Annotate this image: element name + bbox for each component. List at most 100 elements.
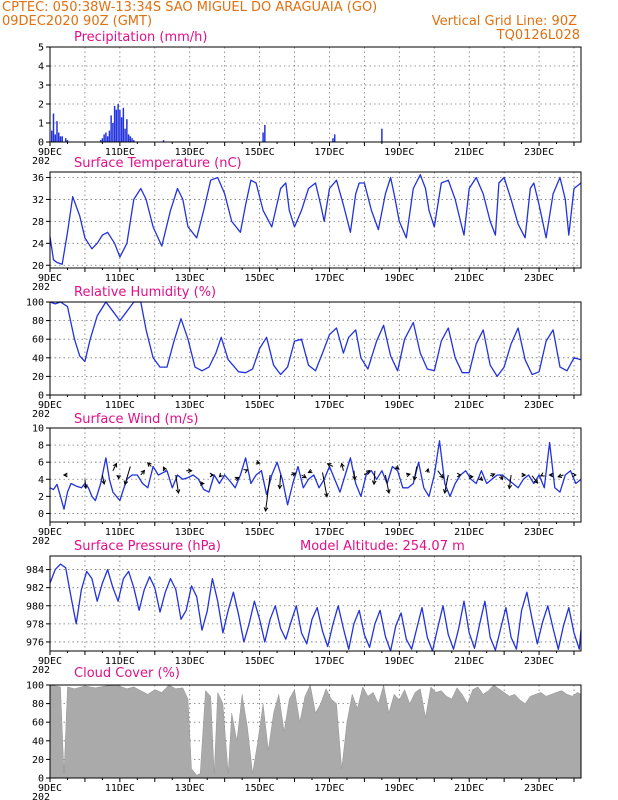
wind-vector xyxy=(341,463,344,471)
precip-bar xyxy=(61,136,63,142)
rh-xtick-label: 23DEC xyxy=(524,400,554,411)
pres-xtick-label: 17DEC xyxy=(314,656,344,667)
wind-vector xyxy=(321,472,328,497)
wind-vector-head xyxy=(302,473,307,479)
rh-xtick-label: 21DEC xyxy=(454,400,484,411)
cloud-xtick-label: 11DEC xyxy=(105,783,135,794)
wind-vector-head xyxy=(557,473,563,479)
temp-xtick-label: 23DEC xyxy=(524,273,554,284)
cloud-panel: Cloud Cover (%) 0 20 40 60 80 100 9DEC 11DEC 13DE… xyxy=(26,666,582,800)
wind-vector-head xyxy=(521,472,527,478)
wind-vector-head xyxy=(352,475,357,481)
precip-bar xyxy=(124,128,126,142)
wind-vector-head xyxy=(442,489,448,495)
wind-vector-head xyxy=(478,476,484,482)
precip-bar xyxy=(129,136,132,142)
wind-vector xyxy=(364,470,371,476)
precip-bar xyxy=(162,140,165,142)
wind-vector-head xyxy=(200,481,205,486)
temp-ytick-label: 24 xyxy=(32,239,44,250)
wind-vector-head xyxy=(243,469,249,474)
wind-vector-head xyxy=(175,489,181,495)
precip-bar xyxy=(117,104,119,142)
wind-vector xyxy=(531,475,538,484)
precip-bar xyxy=(99,140,102,142)
precip-ytick-label: 3 xyxy=(38,81,44,92)
cloud-ytick-label: 80 xyxy=(32,699,44,710)
temp-ytick-label: 28 xyxy=(32,217,44,228)
temp-frame xyxy=(49,171,582,269)
wind-vector-head xyxy=(412,475,418,481)
wind-vector xyxy=(508,474,512,489)
wind-vector-head xyxy=(277,484,283,490)
wind-xtick-label: 15DEC xyxy=(245,527,275,538)
wind-xtick-label: 23DEC xyxy=(524,527,554,538)
wind-vector-head xyxy=(539,472,545,477)
wind-ytick-label: 10 xyxy=(32,424,44,435)
wind-vector-head xyxy=(326,463,332,468)
precip-xtick-label: 17DEC xyxy=(314,147,344,158)
cloud-area xyxy=(49,684,582,779)
wind-vector-head xyxy=(533,479,539,484)
precip-bar xyxy=(264,124,266,142)
precip-bar xyxy=(105,132,107,142)
pres-xtick-label: 21DEC xyxy=(454,656,484,667)
pres-frame xyxy=(49,555,582,652)
wind-frame xyxy=(49,427,582,523)
pres-xtick-label: 23DEC xyxy=(524,656,554,667)
pres-ytick-label: 980 xyxy=(26,601,44,612)
wind-vector-head xyxy=(140,469,146,475)
temp-xtick-label: 13DEC xyxy=(175,273,205,284)
wind-vector xyxy=(124,466,131,485)
wind-xtick-label: 13DEC xyxy=(175,527,205,538)
precip-bar xyxy=(57,132,60,142)
temp-xtick-label: 11DEC xyxy=(105,273,135,284)
cloud-xtick-year: 202 xyxy=(32,792,50,800)
wind-vector xyxy=(444,474,449,494)
rh-xtick-label: 9DEC xyxy=(38,400,62,411)
precip-bar xyxy=(333,134,336,142)
precip-bar xyxy=(122,107,125,142)
precip-bar xyxy=(54,134,56,142)
precip-bar xyxy=(120,117,123,142)
precip-ytick-label: 4 xyxy=(38,62,44,73)
rh-xtick-year: 202 xyxy=(32,409,50,420)
wind-ytick-label: 8 xyxy=(38,441,44,452)
precip-frame xyxy=(49,46,582,143)
wind-ytick-label: 2 xyxy=(38,492,44,503)
rh-series-line xyxy=(49,301,582,378)
precip-panel: Precipitation (mm/h) 0 1 2 3 4 5 9DEC 11DEC 13DEC… xyxy=(32,30,582,167)
rh-ytick-label: 20 xyxy=(32,372,44,383)
rh-xtick-label: 19DEC xyxy=(384,400,414,411)
cloud-xtick-label: 19DEC xyxy=(384,783,414,794)
precip-xtick-label: 15DEC xyxy=(245,147,275,158)
precip-bar xyxy=(59,136,62,142)
precip-bar xyxy=(101,138,104,142)
wind-title: Surface Wind (m/s) xyxy=(74,412,198,427)
precip-bar xyxy=(119,109,121,142)
wind-vector-head xyxy=(307,468,313,474)
precip-bar xyxy=(108,130,111,142)
temp-ytick-label: 32 xyxy=(32,195,44,206)
wind-vector-head xyxy=(291,472,297,477)
wind-xtick-label: 9DEC xyxy=(38,527,62,538)
header-model-id: TQ0126L028 xyxy=(496,28,580,43)
precip-bar xyxy=(52,113,55,142)
pres-panel: Surface Pressure (hPa) Model Altitude: 25… xyxy=(26,539,582,676)
wind-vector xyxy=(384,474,390,494)
pres-xtick-year: 202 xyxy=(32,665,50,676)
cloud-ytick-label: 100 xyxy=(26,681,44,692)
rh-frame xyxy=(49,301,582,396)
precip-xtick-label: 23DEC xyxy=(524,147,554,158)
wind-vector-head xyxy=(340,462,345,468)
header-grid-note: Vertical Grid Line: 90Z xyxy=(432,14,577,29)
wind-xtick-year: 202 xyxy=(32,536,50,547)
wind-vector-head xyxy=(365,469,371,475)
precip-xtick-label: 9DEC xyxy=(38,147,62,158)
rh-ytick-label: 100 xyxy=(26,298,44,309)
temp-xtick-label: 15DEC xyxy=(245,273,275,284)
precip-xtick-label: 21DEC xyxy=(454,147,484,158)
wind-vector-head xyxy=(439,473,444,479)
pres-xtick-label: 19DEC xyxy=(384,656,414,667)
